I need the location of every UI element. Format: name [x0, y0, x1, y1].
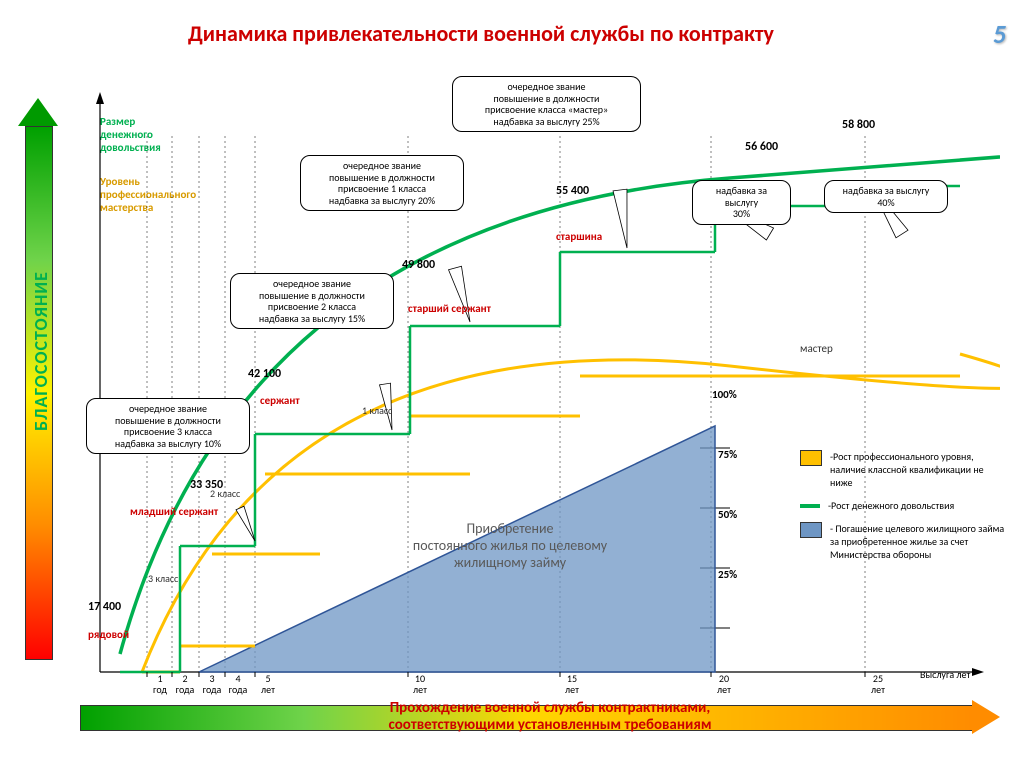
x-arrow-head — [972, 700, 1000, 734]
legend: -Рост профессионального уровня, наличие … — [800, 450, 1005, 571]
callout: надбавка за выслугу40% — [824, 180, 948, 213]
master-label: мастер — [800, 342, 833, 355]
callout: надбавка завыслугу30% — [692, 180, 791, 225]
legend-text: -Рост профессионального уровня, наличие … — [830, 450, 1005, 489]
pct-label: 100% — [712, 388, 737, 401]
xtick: 4года — [223, 674, 253, 695]
pct-label: 75% — [718, 448, 737, 461]
legend-swatch — [800, 504, 820, 508]
triangle-caption: Приобретение постоянного жилья по целево… — [370, 520, 650, 571]
rank-label: младший сержант — [130, 505, 218, 518]
pct-label: 25% — [718, 568, 737, 581]
legend-item: -Рост профессионального уровня, наличие … — [800, 450, 1005, 489]
chart-area — [80, 56, 1000, 698]
class-label: 2 класс — [210, 487, 240, 500]
callout: очередное званиеповышение в должностипри… — [86, 398, 250, 454]
value-label: 56 600 — [745, 140, 778, 154]
value-label: 55 400 — [556, 184, 589, 198]
legend-swatch — [800, 450, 822, 466]
x-axis-label: Прохождение военной службы контрактникам… — [270, 700, 830, 733]
pct-label: 50% — [718, 508, 737, 521]
legend-text: - Погашение целевого жилищного займа за … — [830, 522, 1005, 561]
y-arrow-head — [18, 98, 58, 126]
value-label: 58 800 — [842, 118, 875, 132]
rank-label: сержант — [260, 394, 300, 407]
chart-title: Динамика привлекательности военной служб… — [188, 20, 774, 47]
rank-label: рядовой — [88, 628, 129, 641]
callout: очередное званиеповышение в должностипри… — [452, 76, 641, 132]
legend-text: -Рост денежного довольствия — [828, 499, 954, 512]
page-number: 5 — [993, 18, 1006, 50]
rank-label: старшина — [556, 230, 602, 243]
xtick: 5лет — [253, 674, 283, 695]
value-label: 17 400 — [88, 600, 121, 614]
legend-item: -Рост денежного довольствия — [800, 499, 1005, 512]
xtick: 15лет — [557, 674, 587, 695]
legend-swatch — [800, 522, 822, 538]
x-axis-end-label: Выслуга лет — [920, 670, 1000, 681]
y-axis-label: БЛАГОСОСТОЯНИЕ — [30, 271, 52, 431]
legend-item: - Погашение целевого жилищного займа за … — [800, 522, 1005, 561]
xtick: 20лет — [709, 674, 739, 695]
class-label: 3 класс — [148, 572, 178, 585]
value-label: 42 100 — [248, 367, 281, 381]
class-label: 1 класс — [362, 404, 392, 417]
callout: очередное званиеповышение в должностипри… — [300, 155, 464, 211]
xtick: 25лет — [863, 674, 893, 695]
rank-label: старший сержант — [408, 302, 491, 315]
callout: очередное званиеповышение в должностипри… — [230, 273, 394, 329]
xtick: 10лет — [405, 674, 435, 695]
value-label: 49 800 — [402, 258, 435, 272]
xtick: 2года — [170, 674, 200, 695]
